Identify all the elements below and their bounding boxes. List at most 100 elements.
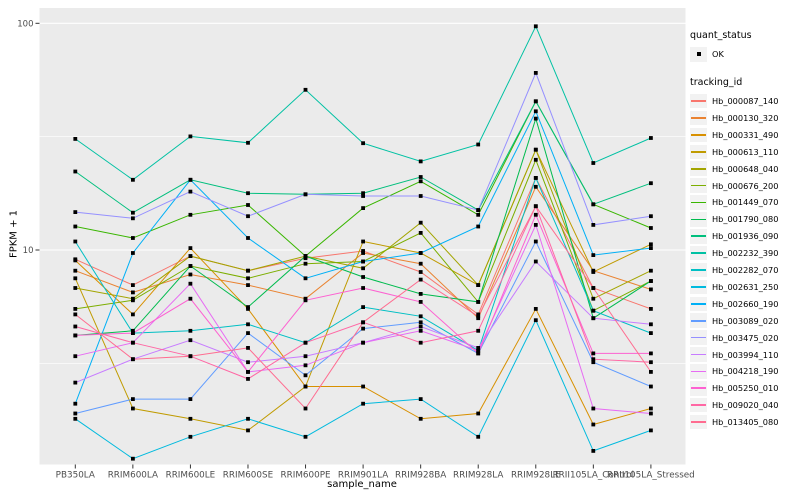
data-point — [246, 428, 250, 433]
data-point — [476, 348, 481, 353]
legend-item: Hb_000613_110 — [690, 144, 798, 160]
data-point — [533, 116, 538, 121]
data-point — [131, 236, 135, 240]
data-point — [361, 305, 365, 309]
data-point — [246, 203, 250, 207]
data-point — [303, 363, 308, 368]
data-point — [533, 318, 538, 323]
data-point — [246, 322, 250, 327]
data-point — [649, 384, 653, 389]
legend-item-label: Hb_000613_110 — [712, 146, 779, 157]
data-point — [418, 277, 423, 282]
data-point — [361, 266, 365, 271]
data-point — [73, 239, 78, 244]
legend-key-swatch — [690, 262, 707, 278]
data-point — [476, 283, 481, 287]
data-point — [361, 141, 365, 146]
x-tick-label: RRIM928LE — [511, 471, 561, 481]
data-point — [246, 360, 250, 365]
data-point — [418, 340, 423, 345]
legend-item-label: Hb_000648_040 — [712, 163, 779, 174]
data-point — [476, 212, 481, 217]
data-point — [649, 406, 653, 411]
data-point — [533, 99, 538, 104]
legend-key-swatch — [690, 212, 707, 227]
legend-line-icon — [691, 218, 706, 221]
legend-item-ok: OK — [690, 47, 798, 62]
data-point — [533, 223, 538, 227]
data-point — [188, 246, 193, 250]
legend-spacer — [690, 64, 798, 77]
legend-line-icon — [691, 303, 706, 305]
data-point — [188, 254, 193, 258]
data-point — [418, 220, 423, 225]
data-point — [418, 320, 423, 325]
data-point — [73, 354, 78, 359]
data-point — [418, 300, 423, 304]
data-point — [533, 71, 538, 75]
data-point — [188, 272, 193, 277]
data-point — [73, 268, 78, 273]
data-point — [246, 331, 250, 335]
data-point — [361, 384, 365, 389]
data-point — [246, 283, 250, 287]
data-point — [649, 322, 653, 327]
legend-line-icon — [691, 319, 706, 322]
data-point — [649, 331, 653, 335]
data-point — [73, 169, 78, 174]
data-point — [649, 360, 653, 365]
x-tick-label: RRIM901LA — [338, 471, 388, 481]
data-point — [188, 416, 193, 421]
data-point — [533, 157, 538, 162]
legend-key-swatch — [690, 397, 707, 413]
legend-line-icon — [691, 404, 706, 406]
data-point — [476, 351, 481, 356]
data-point — [418, 175, 423, 179]
data-point — [73, 210, 78, 214]
data-point — [533, 24, 538, 29]
data-point — [591, 351, 596, 356]
data-point — [303, 406, 308, 411]
data-point — [418, 261, 423, 266]
data-point — [533, 212, 538, 217]
legend-key-swatch — [690, 414, 707, 430]
legend-item-label: Hb_009020_040 — [712, 400, 779, 411]
data-point — [476, 411, 481, 416]
legend-item: Hb_002660_190 — [690, 296, 798, 312]
ok-point-key — [690, 47, 707, 62]
x-tick-label: RRIM600LE — [166, 471, 216, 481]
data-point — [188, 328, 193, 333]
data-point — [476, 142, 481, 147]
legend-key-swatch — [690, 144, 707, 160]
data-point — [131, 397, 135, 401]
data-point — [649, 242, 653, 247]
legend-tracking-id: tracking_id Hb_000087_140 Hb_000130_320 Hb… — [690, 77, 798, 430]
legend-item: Hb_001449_070 — [690, 195, 798, 210]
data-point — [188, 134, 193, 139]
legend-line-icon — [691, 100, 706, 102]
data-point — [246, 214, 250, 219]
data-point — [361, 340, 365, 345]
data-point — [188, 354, 193, 359]
data-point — [246, 276, 250, 281]
data-point — [188, 434, 193, 439]
legend-item-label: Hb_003994_110 — [712, 349, 779, 360]
data-point — [131, 312, 135, 317]
legend-line-icon — [691, 269, 706, 271]
legend-key-swatch — [690, 127, 707, 143]
legend-line-icon — [691, 117, 706, 119]
data-point — [649, 181, 653, 186]
data-point — [418, 159, 423, 164]
data-point — [246, 416, 250, 421]
data-point — [476, 328, 481, 333]
legend-item-label: Hb_002631_250 — [712, 281, 779, 292]
data-point — [73, 401, 78, 406]
legend-key-swatch — [690, 364, 707, 379]
legend-item: Hb_003089_020 — [690, 313, 798, 328]
legend-item-label: Hb_000130_320 — [712, 113, 779, 124]
data-point — [73, 137, 78, 141]
legend-line-icon — [691, 387, 706, 390]
x-tick-label: RRII105LA_Stressed — [607, 471, 695, 481]
legend-key-swatch — [690, 245, 707, 261]
